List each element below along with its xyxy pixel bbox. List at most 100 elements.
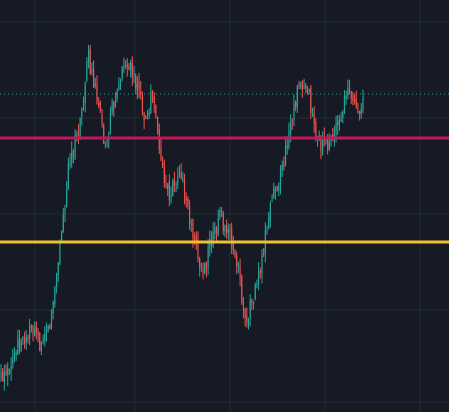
- candle-body: [310, 87, 312, 113]
- candle-body: [308, 89, 310, 92]
- candle-body: [271, 197, 273, 201]
- candle-body: [232, 243, 234, 250]
- candle-body: [146, 117, 149, 119]
- candle-body: [357, 108, 359, 113]
- candle-body: [340, 118, 342, 122]
- candle-body: [66, 189, 68, 206]
- candle-body: [209, 240, 211, 250]
- candle-body: [64, 207, 66, 215]
- candle-body: [259, 270, 261, 273]
- candle-body: [104, 141, 106, 143]
- candle-body: [49, 325, 51, 329]
- candle-body: [172, 181, 174, 197]
- candle-body: [291, 120, 293, 123]
- candle-body: [59, 242, 61, 265]
- candle-body: [156, 117, 159, 131]
- candle-body: [103, 125, 105, 144]
- candle-body: [342, 111, 344, 119]
- candle-body: [247, 320, 250, 325]
- candles: [0, 44, 364, 391]
- candle-body: [353, 100, 356, 102]
- candle-body: [220, 210, 223, 212]
- candle-body: [99, 102, 101, 111]
- candle-body: [135, 75, 137, 89]
- candle-body: [123, 66, 125, 68]
- candle-body: [266, 229, 268, 231]
- candle-body: [231, 230, 233, 246]
- candle-body: [116, 90, 118, 99]
- candle-body: [89, 49, 91, 75]
- candle-body: [76, 132, 78, 134]
- candle-body: [130, 61, 132, 70]
- candle-body: [301, 81, 303, 90]
- candle-body: [126, 64, 128, 68]
- candle-body: [242, 306, 245, 311]
- candle-body: [313, 114, 315, 124]
- candle-body: [300, 84, 302, 86]
- candle-body: [145, 117, 147, 119]
- candle-body: [293, 103, 295, 120]
- candle-body: [236, 255, 238, 267]
- candle-body: [119, 81, 122, 83]
- candle-body: [337, 121, 339, 125]
- candle-body: [17, 338, 19, 355]
- candle-body: [273, 188, 275, 199]
- candle-body: [263, 253, 265, 255]
- candle-body: [143, 113, 145, 121]
- candle-body: [311, 112, 314, 115]
- candle-body: [25, 336, 27, 342]
- candle-body: [227, 229, 229, 234]
- candle-body: [165, 184, 167, 187]
- candle-body: [40, 342, 43, 352]
- candle-body: [197, 241, 199, 259]
- candle-body: [61, 231, 63, 243]
- candle-body: [182, 178, 184, 181]
- candle-body: [199, 258, 201, 268]
- candle-body: [93, 69, 95, 88]
- candle-body: [249, 300, 251, 320]
- candle-body: [131, 62, 133, 78]
- candle-body: [163, 167, 165, 184]
- candle-body: [347, 88, 349, 96]
- candle-body: [22, 337, 24, 340]
- candle-body: [45, 330, 48, 333]
- candle-body: [252, 301, 255, 304]
- candle-body: [32, 326, 34, 335]
- candle-body: [148, 112, 150, 116]
- candle-body: [237, 264, 240, 267]
- candle-body: [72, 153, 74, 156]
- candle-body: [296, 85, 298, 107]
- candle-body: [62, 214, 64, 233]
- candle-body: [170, 195, 172, 198]
- candle-body: [298, 84, 300, 86]
- candle-body: [327, 139, 329, 150]
- candle-body: [98, 103, 100, 106]
- candle-body: [128, 65, 130, 71]
- candle-body: [362, 97, 364, 111]
- candle-body: [244, 308, 246, 318]
- candle-body: [359, 111, 361, 114]
- candle-body: [155, 105, 157, 117]
- candle-body: [229, 228, 231, 231]
- candle-body: [178, 173, 181, 176]
- candle-body: [188, 205, 191, 225]
- candle-body: [194, 238, 196, 240]
- candle-body: [18, 339, 21, 349]
- candle-body: [288, 131, 290, 148]
- candle-body: [261, 255, 263, 274]
- candle-body: [239, 266, 241, 277]
- candle-body: [345, 95, 347, 99]
- candle-body: [303, 87, 305, 90]
- candle-body: [54, 287, 56, 305]
- candle-body: [269, 202, 271, 220]
- candle-body: [39, 333, 41, 351]
- candle-body: [167, 183, 169, 189]
- candle-body: [195, 235, 197, 244]
- candle-body: [177, 176, 179, 183]
- candle-body: [34, 328, 36, 337]
- candle-body: [111, 103, 113, 113]
- candle-body: [185, 195, 187, 201]
- candle-body: [23, 339, 26, 345]
